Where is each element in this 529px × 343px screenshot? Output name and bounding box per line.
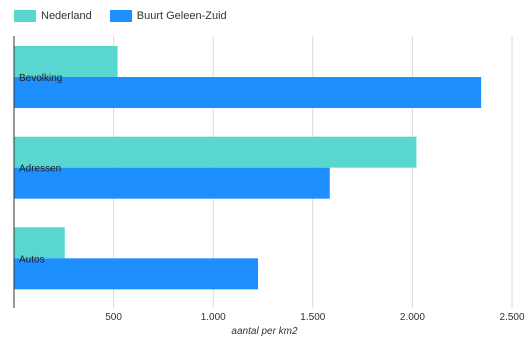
x-axis-label: aantal per km2 xyxy=(231,326,298,337)
x-tick-label-2: 1.500 xyxy=(300,312,325,323)
category-label-2: Autos xyxy=(19,254,45,265)
legend-swatch-nederland xyxy=(14,10,36,22)
x-tick-label-1: 1.000 xyxy=(201,312,226,323)
x-tick-label-4: 2.500 xyxy=(500,312,525,323)
bar-autos-1 xyxy=(14,258,259,290)
legend-label-nederland: Nederland xyxy=(41,10,92,22)
bar-bevolking-0 xyxy=(14,46,118,77)
bar-bevolking-1 xyxy=(14,77,482,108)
legend-label-geleen-zuid: Buurt Geleen-Zuid xyxy=(136,10,227,22)
legend-item-nederland[interactable]: Nederland xyxy=(14,10,92,22)
x-tick-label-0: 500 xyxy=(105,312,122,323)
bar-adressen-0 xyxy=(14,136,417,168)
category-label-0: Bevolking xyxy=(19,73,62,84)
x-tick-label-3: 2.000 xyxy=(400,312,425,323)
chart-legend: Nederland Buurt Geleen-Zuid xyxy=(14,10,245,22)
legend-item-geleen-zuid[interactable]: Buurt Geleen-Zuid xyxy=(109,10,227,22)
category-label-1: Adressen xyxy=(19,164,61,175)
bar-autos-0 xyxy=(14,227,65,259)
bar-adressen-1 xyxy=(14,167,330,199)
legend-swatch-geleen-zuid xyxy=(109,10,132,22)
